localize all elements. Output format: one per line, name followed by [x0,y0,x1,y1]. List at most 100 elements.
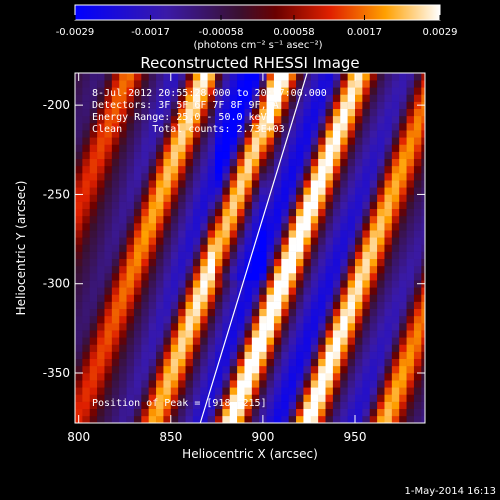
heatmap-cell [222,394,231,402]
heatmap-cell [133,344,142,352]
heatmap-cell [163,165,172,174]
heatmap-cell [384,180,393,188]
heatmap-cell [421,330,425,338]
heatmap-cell [281,123,289,131]
heatmap-cell [399,251,407,260]
heatmap-cell [399,258,407,267]
heatmap-cell [281,301,289,310]
heatmap-cell [97,301,105,310]
heatmap-cell [413,265,422,274]
heatmap-cell [170,165,179,174]
heatmap-cell [141,201,149,210]
heatmap-cell [237,187,245,195]
heatmap-cell [237,280,245,288]
heatmap-cell [296,237,304,245]
heatmap-cell [406,301,415,310]
heatmap-cell [192,165,201,174]
heatmap-cell [369,130,378,138]
heatmap-cell [362,215,371,224]
heatmap-cell [75,330,83,338]
heatmap-cell [229,187,238,195]
heatmap-cell [89,180,98,188]
heatmap-cell [391,280,400,288]
heatmap-cell [369,194,378,202]
heatmap-cell [141,223,149,231]
heatmap-cell [325,380,334,388]
heatmap-cell [75,108,83,117]
heatmap-cell [185,123,194,131]
heatmap-cell [288,408,297,417]
heatmap-cell [133,337,142,345]
heatmap-cell [104,244,113,252]
heatmap-cell [332,237,341,245]
heatmap-cell [399,194,407,202]
heatmap-cell [222,244,231,252]
heatmap-cell [111,223,120,231]
heatmap-cell [421,323,425,331]
heatmap-cell [340,173,348,181]
heatmap-cell [384,280,393,288]
heatmap-cell [303,251,312,260]
heatmap-cell [170,308,179,317]
heatmap-cell [141,387,149,395]
heatmap-cell [156,80,164,88]
heatmap-cell [215,215,223,224]
heatmap-cell [318,380,326,388]
heatmap-cell [75,365,83,374]
heatmap-cell [126,158,135,167]
heatmap-cell [325,208,334,217]
heatmap-cell [362,108,371,117]
heatmap-cell [89,280,98,288]
heatmap-cell [318,258,326,267]
heatmap-cell [377,373,385,381]
heatmap-cell [237,351,245,360]
heatmap-cell [229,237,238,245]
heatmap-cell [406,108,415,117]
heatmap-cell [82,187,91,195]
heatmap-cell [288,315,297,324]
heatmap-cell [192,87,201,95]
heatmap-cell [82,137,91,145]
heatmap-cell [156,323,164,331]
heatmap-cell [229,115,238,124]
heatmap-cell [111,265,120,274]
heatmap-cell [237,237,245,245]
heatmap-cell [200,194,208,202]
heatmap-cell [288,273,297,281]
heatmap-cell [237,165,245,174]
heatmap-cell [355,73,363,81]
heatmap-cell [244,144,253,152]
heatmap-cell [273,173,282,181]
heatmap-cell [97,158,105,167]
heatmap-cell [185,365,194,374]
heatmap-cell [222,351,231,360]
heatmap-cell [369,180,378,188]
heatmap-cell [355,180,363,188]
heatmap-cell [310,108,319,117]
heatmap-cell [97,273,105,281]
heatmap-cell [82,380,91,388]
heatmap-cell [222,344,231,352]
heatmap-cell [399,230,407,238]
heatmap-cell [97,180,105,188]
heatmap-cell [369,394,378,402]
heatmap-cell [266,244,275,252]
heatmap-cell [244,251,253,260]
heatmap-cell [200,287,208,295]
heatmap-cell [391,258,400,267]
heatmap-cell [347,415,356,423]
heatmap-cell [399,158,407,167]
heatmap-cell [303,315,312,324]
heatmap-cell [340,215,348,224]
heatmap-cell [355,101,363,110]
heatmap-cell [288,237,297,245]
heatmap-cell [369,73,378,81]
heatmap-cell [355,194,363,202]
heatmap-cell [82,144,91,152]
heatmap-cell [369,158,378,167]
heatmap-cell [355,80,363,88]
heatmap-cell [156,137,164,145]
heatmap-cell [192,251,201,260]
heatmap-cell [296,373,304,381]
heatmap-cell [237,301,245,310]
